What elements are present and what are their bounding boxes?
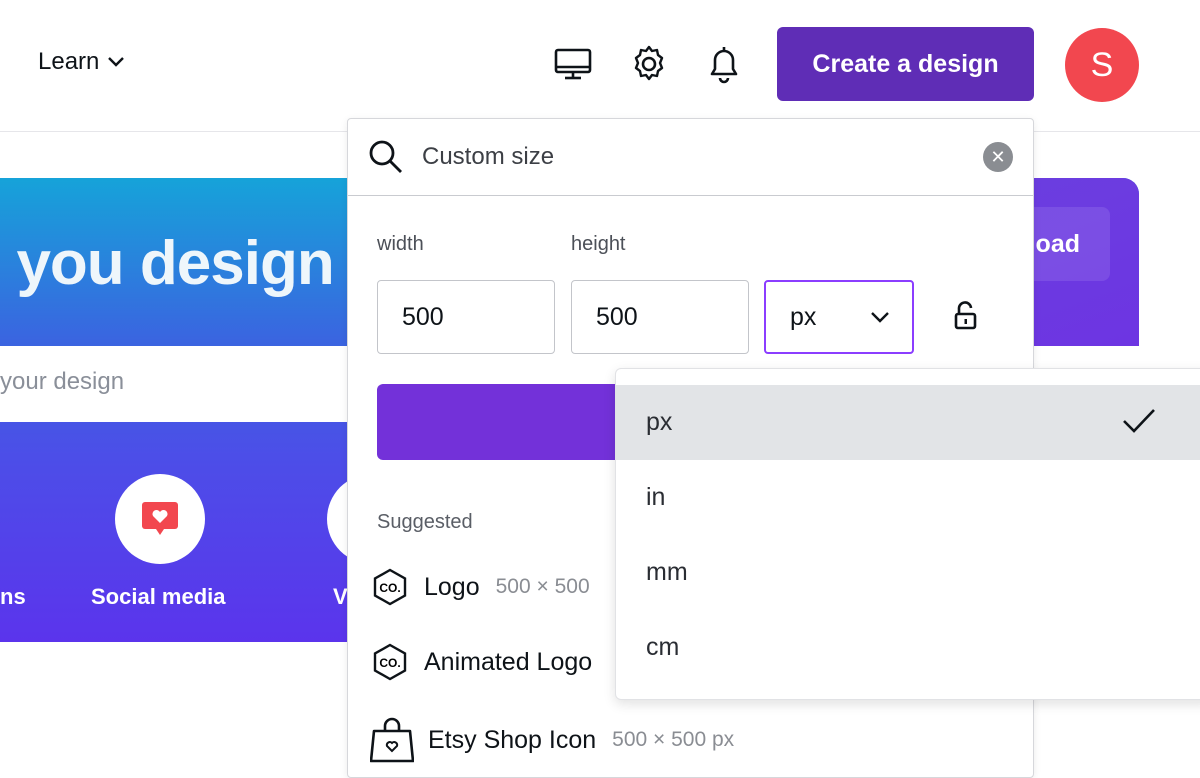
heart-chat-icon <box>142 502 178 535</box>
clear-search-icon[interactable]: ✕ <box>983 142 1013 172</box>
unlock-icon[interactable] <box>954 301 978 331</box>
hero-search-placeholder: your design <box>0 368 125 395</box>
top-bar: Learn Create a design S <box>0 0 1200 132</box>
svg-text:CO.: CO. <box>379 656 400 670</box>
category-label[interactable]: V <box>333 584 348 609</box>
chevron-down-icon <box>871 312 889 323</box>
learn-menu[interactable]: Learn <box>38 48 125 76</box>
unit-option-label: px <box>646 408 673 436</box>
height-label: height <box>571 233 626 255</box>
hero-title: l you design <box>0 229 335 298</box>
unit-select-value: px <box>790 302 817 331</box>
suggested-item-logo[interactable]: CO. Logo 500 × 500 <box>370 567 590 607</box>
category-label[interactable]: ns <box>0 584 26 609</box>
bell-icon[interactable] <box>704 44 744 84</box>
suggested-name: Logo <box>424 572 480 601</box>
suggested-size: 500 × 500 <box>495 575 590 598</box>
suggested-name: Etsy Shop Icon <box>428 725 597 754</box>
learn-label: Learn <box>38 48 100 75</box>
width-label: width <box>377 233 424 255</box>
avatar[interactable]: S <box>1065 28 1139 102</box>
search-input[interactable] <box>422 143 965 171</box>
svg-text:CO.: CO. <box>379 581 400 595</box>
gear-icon[interactable] <box>629 44 669 84</box>
unit-option-label: in <box>646 483 666 511</box>
unit-option-in[interactable]: in <box>616 460 1200 535</box>
unit-option-mm[interactable]: mm <box>616 535 1200 610</box>
unit-select[interactable]: px <box>764 280 914 354</box>
width-input[interactable]: 500 <box>377 280 555 354</box>
suggested-size: 500 × 500 px <box>612 728 735 751</box>
chevron-down-icon <box>108 57 125 67</box>
shopping-bag-icon <box>370 717 414 763</box>
suggested-item-etsy-shop-icon[interactable]: Etsy Shop Icon 500 × 500 px <box>370 717 734 763</box>
unit-option-cm[interactable]: cm <box>616 610 1200 685</box>
unit-option-label: mm <box>646 558 688 586</box>
co-hexagon-icon: CO. <box>373 643 407 681</box>
unit-option-label: cm <box>646 633 680 661</box>
co-hexagon-icon: CO. <box>373 568 407 606</box>
height-input[interactable]: 500 <box>571 280 749 354</box>
search-icon <box>369 140 402 173</box>
suggested-item-animated-logo[interactable]: CO. Animated Logo <box>370 642 592 682</box>
unit-option-px[interactable]: px <box>616 385 1200 460</box>
category-label[interactable]: Social media <box>91 584 226 609</box>
create-design-button[interactable]: Create a design <box>777 27 1034 101</box>
checkmark-icon <box>1123 409 1155 433</box>
suggested-name: Animated Logo <box>424 647 593 676</box>
suggested-heading: Suggested <box>377 511 473 533</box>
desktop-icon[interactable] <box>553 44 593 84</box>
unit-dropdown-menu: px in mm cm <box>615 368 1200 700</box>
custom-size-search[interactable]: ✕ <box>348 119 1033 196</box>
category-social-media[interactable] <box>115 474 205 564</box>
